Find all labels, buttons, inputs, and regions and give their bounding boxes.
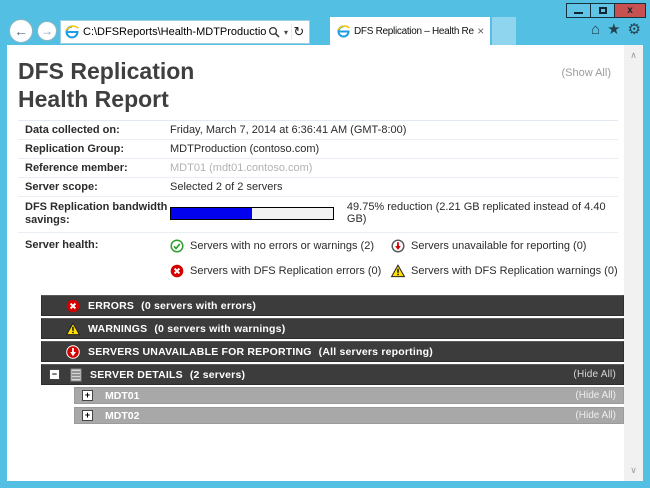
section-warnings[interactable]: WARNINGS (0 servers with warnings) <box>41 318 624 339</box>
error-circle-icon <box>66 299 80 312</box>
gear-icon[interactable]: ⚙ <box>627 21 641 38</box>
forward-button[interactable]: → <box>37 21 57 41</box>
back-button[interactable]: ← <box>9 19 33 43</box>
report-page: ∧ ∨ (Show All) DFS Replication Health Re… <box>7 45 643 481</box>
error-circle-icon <box>170 264 184 278</box>
hide-all-link[interactable]: (Hide All) <box>573 369 616 380</box>
back-icon: ← <box>14 23 28 39</box>
server-row-mdt02[interactable]: + MDT02 (Hide All) <box>74 407 624 424</box>
maximize-icon <box>598 7 607 14</box>
expand-toggle-icon[interactable]: + <box>82 410 93 421</box>
tab-title: DFS Replication – Health Re... <box>354 25 475 37</box>
address-bar[interactable]: C:\DFSReports\Health-MDTProduction-07Ma … <box>60 20 310 44</box>
server-icon <box>70 368 82 381</box>
section-title: SERVER DETAILS <box>90 368 183 381</box>
close-button[interactable]: x <box>614 3 646 18</box>
browser-tab[interactable]: DFS Replication – Health Re... × <box>330 17 490 45</box>
show-all-link[interactable]: (Show All) <box>561 67 611 79</box>
section-detail: (2 servers) <box>189 368 246 381</box>
field-row-server-scope: Server scope: Selected 2 of 2 servers <box>18 178 618 197</box>
address-text[interactable]: C:\DFSReports\Health-MDTProduction-07Ma <box>83 26 267 38</box>
hide-all-link[interactable]: (Hide All) <box>575 410 616 421</box>
page-title: DFS Replication Health Report <box>18 58 195 112</box>
ie-page-icon <box>65 25 79 39</box>
section-server-details[interactable]: − SERVER DETAILS (2 servers) (Hide All) <box>41 364 624 385</box>
window-controls: x <box>566 3 646 18</box>
field-value: Friday, March 7, 2014 at 6:36:41 AM (GMT… <box>170 124 407 136</box>
health-item-text: Servers unavailable for reporting (0) <box>411 240 587 252</box>
health-item-text: Servers with no errors or warnings (2) <box>190 240 375 252</box>
field-label: Data collected on: <box>25 124 120 136</box>
section-errors[interactable]: ERRORS (0 servers with errors) <box>41 295 624 316</box>
section-title: ERRORS <box>88 299 135 312</box>
field-row-data-collected: Data collected on: Friday, March 7, 2014… <box>18 121 618 140</box>
unavailable-circle-icon <box>391 239 405 253</box>
tab-close-icon[interactable]: × <box>477 24 484 38</box>
hide-all-link[interactable]: (Hide All) <box>575 390 616 401</box>
field-label: Reference member: <box>25 162 128 174</box>
page-scrollbar[interactable]: ∧ ∨ <box>624 45 643 481</box>
star-icon[interactable]: ★ <box>607 21 621 38</box>
scroll-up-icon[interactable]: ∧ <box>630 50 637 60</box>
bandwidth-progress-fill <box>171 207 252 219</box>
ie-tab-icon <box>336 24 350 38</box>
health-item-text: Servers with DFS Replication warnings (0… <box>411 265 618 277</box>
field-row-server-health: Server health: Servers with no errors or… <box>18 233 618 286</box>
field-value: MDT01 (mdt01.contoso.com) <box>170 162 313 174</box>
section-detail: (All servers reporting) <box>318 345 433 358</box>
warning-triangle-icon <box>66 321 80 335</box>
health-item-text: Servers with DFS Replication errors (0) <box>190 265 382 277</box>
field-row-replication-group: Replication Group: MDTProduction (contos… <box>18 140 618 159</box>
scroll-down-icon[interactable]: ∨ <box>630 465 637 475</box>
report-summary-fields: Data collected on: Friday, March 7, 2014… <box>18 120 618 286</box>
forward-icon: → <box>41 24 53 38</box>
field-label: Server scope: <box>25 181 98 193</box>
health-item-unavailable: Servers unavailable for reporting (0) <box>391 239 618 253</box>
collapse-toggle-icon[interactable]: − <box>49 369 60 380</box>
field-row-reference-member: Reference member: MDT01 (mdt01.contoso.c… <box>18 159 618 178</box>
minimize-button[interactable] <box>566 3 591 18</box>
section-title: WARNINGS <box>88 322 148 335</box>
search-icon[interactable] <box>267 26 281 38</box>
minimize-icon <box>574 12 583 14</box>
section-detail: (0 servers with errors) <box>141 299 257 312</box>
field-label: Server health: <box>25 239 99 251</box>
health-item-warnings: Servers with DFS Replication warnings (0… <box>391 264 618 278</box>
health-item-ok: Servers with no errors or warnings (2) <box>170 239 391 253</box>
health-item-errors: Servers with DFS Replication errors (0) <box>170 264 391 278</box>
report-sections: ERRORS (0 servers with errors) WARNINGS … <box>41 295 624 424</box>
server-name: MDT02 <box>105 409 140 422</box>
section-title: SERVERS UNAVAILABLE FOR REPORTING <box>88 345 312 358</box>
server-name: MDT01 <box>105 389 140 402</box>
server-row-mdt01[interactable]: + MDT01 (Hide All) <box>74 387 624 404</box>
address-dropdown-icon[interactable]: ▾ <box>283 27 288 37</box>
home-icon[interactable]: ⌂ <box>591 21 601 38</box>
new-tab-button[interactable] <box>492 17 516 45</box>
field-value: Selected 2 of 2 servers <box>170 181 283 193</box>
maximize-button[interactable] <box>590 3 615 18</box>
refresh-icon[interactable]: ↻ <box>291 24 306 40</box>
unavailable-circle-icon <box>66 344 80 359</box>
bandwidth-summary: 49.75% reduction (2.21 GB replicated ins… <box>346 201 606 225</box>
warning-triangle-icon <box>391 264 405 278</box>
close-icon: x <box>627 4 633 16</box>
section-detail: (0 servers with warnings) <box>154 322 286 335</box>
bandwidth-progress-bar <box>170 206 334 220</box>
ok-circle-icon <box>170 239 184 253</box>
field-label: DFS Replication bandwidth savings: <box>25 201 168 226</box>
field-value: MDTProduction (contoso.com) <box>170 143 320 155</box>
section-servers-unavailable[interactable]: SERVERS UNAVAILABLE FOR REPORTING (All s… <box>41 341 624 362</box>
field-row-bandwidth-savings: DFS Replication bandwidth savings: 49.75… <box>18 197 618 233</box>
server-detail-rows: + MDT01 (Hide All) + MDT02 (Hide All) <box>74 387 624 424</box>
field-label: Replication Group: <box>25 143 124 155</box>
expand-toggle-icon[interactable]: + <box>82 390 93 401</box>
